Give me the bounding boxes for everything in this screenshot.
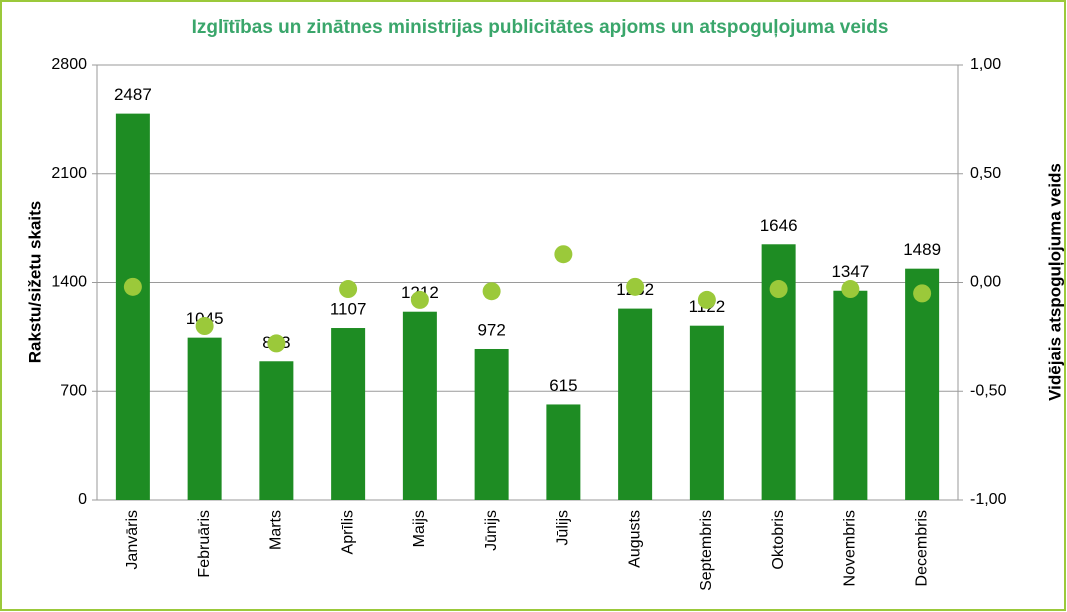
dot [913,284,932,303]
y2-axis-title: Vidējais atspoguļojuma veids [1045,163,1064,401]
dot [626,277,645,296]
value-label: 972 [477,320,505,339]
y2-tick-label: -1,00 [970,491,1007,508]
y-axis-title: Rakstu/sižetu skaits [25,201,44,364]
y-tick-label: 1400 [51,274,87,291]
dot [554,245,573,264]
chart-title: Izglītības un zinātnes ministrijas publi… [192,17,889,38]
bar [689,325,724,500]
x-tick-label: Jūnijs [483,510,500,551]
y-tick-label: 2800 [51,56,87,73]
dot [769,280,788,299]
y2-tick-label: 0,50 [970,165,1001,182]
bar [905,268,940,500]
value-label: 615 [549,376,577,395]
x-tick-label: Septembris [698,510,715,591]
bar [474,348,509,500]
dot [195,317,214,335]
bar [331,328,366,500]
bar [833,290,868,500]
x-tick-label: Decembris [913,510,930,586]
x-tick-label: Oktobris [770,510,787,570]
dot [697,290,716,309]
value-label: 1347 [831,262,869,281]
dot [410,290,429,309]
value-label: 2487 [114,85,152,104]
bar [187,337,222,500]
y-tick-label: 0 [78,491,87,508]
x-tick-label: Augusts [626,510,643,568]
dot [482,282,501,301]
x-tick-label: Aprīlis [339,510,356,554]
dot [267,334,286,353]
x-tick-label: Maijs [411,510,428,547]
value-label: 1646 [760,216,798,235]
x-tick-label: Novembris [842,510,859,586]
bar [618,308,653,500]
y-tick-label: 2100 [51,165,87,182]
y2-tick-label: -0,50 [970,382,1007,399]
x-tick-label: Janvāris [124,510,141,570]
y2-tick-label: 0,00 [970,274,1001,291]
y2-tick-label: 1,00 [970,56,1001,73]
bar [115,113,150,501]
bar [259,361,294,500]
bar [546,404,581,500]
dot [123,277,142,296]
bar [402,311,437,500]
x-tick-label: Marts [268,510,285,550]
value-label: 1107 [330,300,367,319]
dot [841,280,860,299]
value-label: 1489 [903,240,941,259]
x-tick-label: Februāris [196,510,213,578]
y-tick-label: 700 [60,382,87,399]
dot [339,280,358,299]
x-tick-label: Jūlijs [555,510,572,546]
